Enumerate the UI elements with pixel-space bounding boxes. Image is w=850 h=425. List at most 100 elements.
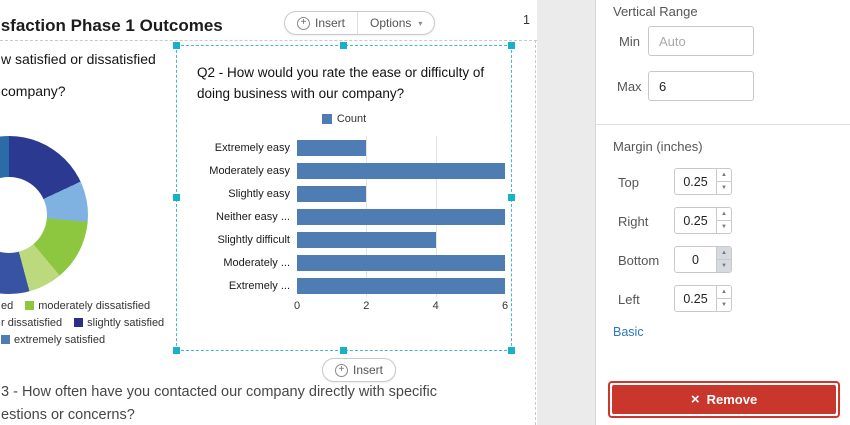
donut-legend-item: ed bbox=[1, 300, 13, 312]
bar-row: Moderately ... bbox=[177, 251, 511, 274]
chart-title: Q2 - How would you rate the ease or diff… bbox=[197, 65, 485, 101]
donut-legend-row: r dissatisfied slightly satisfied bbox=[1, 314, 164, 331]
x-axis-ticks: 0 2 4 6 bbox=[177, 300, 511, 316]
bar-row: Slightly easy bbox=[177, 182, 511, 205]
page-margin-guide-vertical bbox=[535, 40, 536, 425]
bar-chart: Extremely easy Moderately easy Slightly ea… bbox=[177, 136, 511, 312]
bar bbox=[297, 185, 367, 202]
panel-divider bbox=[596, 124, 850, 125]
resize-handle-middle-left[interactable] bbox=[173, 194, 180, 201]
donut-legend-row: extremely satisfied bbox=[1, 331, 164, 348]
margin-row-right: Right 0.25 ▲ ▼ bbox=[596, 207, 850, 246]
bar-row: Slightly difficult bbox=[177, 228, 511, 251]
stepper-down-arrow-icon[interactable]: ▼ bbox=[717, 259, 731, 272]
canvas-toolbar: + Insert Options ▾ bbox=[284, 11, 436, 35]
close-icon: × bbox=[690, 391, 700, 408]
bar-category-label: Neither easy ... bbox=[216, 210, 290, 223]
stepper-up-arrow-icon[interactable]: ▲ bbox=[721, 211, 727, 217]
bar-track bbox=[297, 159, 505, 182]
question-q1-text-line2[interactable]: company? bbox=[1, 83, 66, 99]
margin-label: Right bbox=[618, 214, 649, 229]
remove-button-label: Remove bbox=[706, 392, 758, 407]
margin-label: Bottom bbox=[618, 253, 660, 268]
page-number: 1 bbox=[523, 13, 530, 27]
resize-handle-top-left[interactable] bbox=[173, 42, 180, 49]
bar-track bbox=[297, 251, 505, 274]
insert-below-toolbar: + Insert bbox=[322, 358, 397, 382]
bar-category-label: Extremely ... bbox=[228, 279, 290, 292]
stepper-value[interactable]: 0.25 bbox=[683, 174, 708, 189]
bar-category-label: Moderately easy bbox=[209, 164, 290, 177]
question-q3-text-line1[interactable]: 3 - How often have you contacted our com… bbox=[1, 384, 438, 400]
bar-track bbox=[297, 228, 505, 251]
chart-legend: Count bbox=[177, 113, 511, 125]
resize-handle-top-center[interactable] bbox=[340, 42, 347, 49]
legend-label: Count bbox=[336, 113, 367, 125]
stepper-up-arrow-icon[interactable]: ▲ bbox=[721, 289, 727, 295]
x-tick-label: 6 bbox=[501, 300, 509, 312]
margin-stepper-bottom[interactable]: 0 ▲ ▼ bbox=[674, 246, 732, 273]
resize-handle-top-right[interactable] bbox=[508, 42, 515, 49]
margin-label: Left bbox=[618, 292, 640, 307]
bar-category-label: Moderately ... bbox=[223, 256, 290, 269]
margin-row-top: Top 0.25 ▲ ▼ bbox=[596, 168, 850, 207]
remove-button[interactable]: × Remove bbox=[612, 385, 836, 414]
chevron-down-icon: ▾ bbox=[418, 18, 423, 28]
margin-stepper-left[interactable]: 0.25 ▲ ▼ bbox=[674, 285, 732, 312]
legend-swatch bbox=[25, 301, 35, 310]
stepper-arrows: ▲ ▼ bbox=[716, 247, 731, 272]
bar bbox=[297, 277, 505, 294]
insert-below-label: Insert bbox=[353, 363, 384, 377]
bar-track bbox=[297, 182, 505, 205]
donut-legend-item: slightly satisfied bbox=[74, 317, 164, 329]
report-title[interactable]: isfaction Phase 1 Outcomes bbox=[0, 16, 223, 35]
legend-swatch bbox=[321, 114, 332, 124]
vertical-range-heading: Vertical Range bbox=[613, 4, 698, 19]
margin-row-left: Left 0.25 ▲ ▼ bbox=[596, 285, 850, 324]
max-input[interactable] bbox=[648, 71, 754, 101]
stepper-arrows: ▲ ▼ bbox=[716, 208, 731, 233]
margin-stepper-top[interactable]: 0.25 ▲ ▼ bbox=[674, 168, 732, 195]
insert-button[interactable]: + Insert bbox=[285, 12, 357, 34]
min-label: Min bbox=[619, 34, 640, 49]
bar bbox=[297, 208, 505, 225]
legend-swatch bbox=[1, 335, 10, 344]
stepper-value[interactable]: 0 bbox=[692, 252, 699, 267]
plus-icon: + bbox=[335, 363, 348, 377]
stepper-value[interactable]: 0.25 bbox=[683, 291, 708, 306]
stepper-arrows: ▲ ▼ bbox=[716, 169, 731, 194]
min-input[interactable] bbox=[648, 26, 754, 56]
page-margin-guide-horizontal bbox=[0, 40, 537, 41]
stepper-down-arrow-icon[interactable]: ▼ bbox=[717, 298, 731, 311]
margin-stepper-right[interactable]: 0.25 ▲ ▼ bbox=[674, 207, 732, 234]
bar bbox=[297, 139, 367, 156]
bar-category-label: Slightly difficult bbox=[217, 233, 290, 246]
margin-heading: Margin (inches) bbox=[613, 139, 703, 154]
donut-chart[interactable] bbox=[0, 136, 88, 294]
options-button[interactable]: Options ▾ bbox=[357, 12, 434, 34]
x-tick-label: 4 bbox=[432, 300, 439, 312]
question-q3-text-line2[interactable]: estions or concerns? bbox=[1, 407, 135, 423]
basic-link[interactable]: Basic bbox=[613, 325, 644, 339]
resize-handle-bottom-right[interactable] bbox=[508, 347, 515, 354]
legend-label: slightly satisfied bbox=[87, 316, 165, 329]
margin-rows: Top 0.25 ▲ ▼ Right 0.25 ▲ ▼ Bottom 0 ▲ ▼ Left 0.25 ▲ ▼ bbox=[596, 168, 850, 324]
resize-handle-bottom-center[interactable] bbox=[340, 347, 347, 354]
bar bbox=[297, 254, 505, 271]
stepper-value[interactable]: 0.25 bbox=[683, 213, 708, 228]
stepper-arrows: ▲ ▼ bbox=[716, 286, 731, 311]
insert-below-button[interactable]: + Insert bbox=[323, 359, 395, 381]
question-q1-text-line1[interactable]: w satisfied or dissatisfied bbox=[1, 51, 156, 67]
resize-handle-bottom-left[interactable] bbox=[173, 347, 180, 354]
settings-panel: Vertical Range Min Max Margin (inches) T… bbox=[595, 0, 850, 425]
max-label: Max bbox=[617, 79, 642, 94]
stepper-up-arrow-icon[interactable]: ▲ bbox=[721, 250, 727, 256]
bar-row: Extremely ... bbox=[177, 274, 511, 297]
selected-chart-widget[interactable]: Q2 - How would you rate the ease or diff… bbox=[173, 42, 515, 354]
stepper-down-arrow-icon[interactable]: ▼ bbox=[717, 181, 731, 194]
legend-label: r dissatisfied bbox=[1, 316, 63, 329]
resize-handle-middle-right[interactable] bbox=[508, 194, 515, 201]
stepper-up-arrow-icon[interactable]: ▲ bbox=[721, 172, 727, 178]
stepper-down-arrow-icon[interactable]: ▼ bbox=[717, 220, 731, 233]
donut-legend-item: extremely satisfied bbox=[1, 334, 105, 346]
